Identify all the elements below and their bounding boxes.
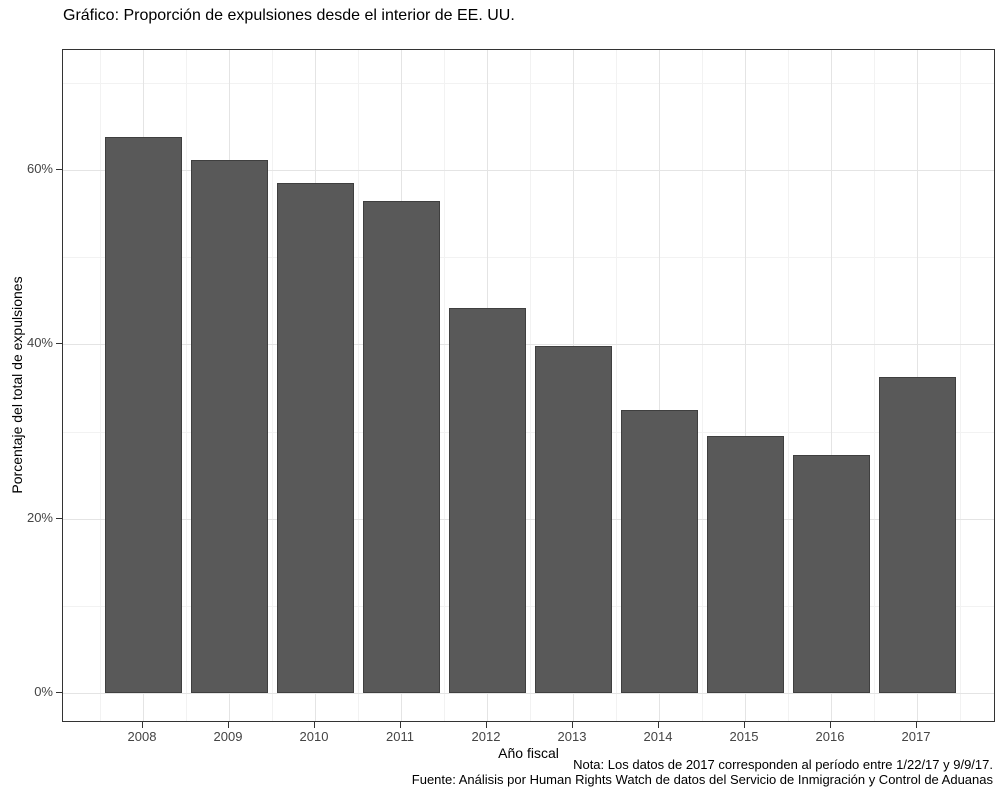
- x-tick-mark: [400, 722, 401, 728]
- major-gridline-h: [63, 518, 994, 520]
- x-axis-title: Año fiscal: [498, 745, 559, 761]
- minor-gridline-v: [788, 50, 789, 721]
- minor-gridline-v: [100, 50, 101, 721]
- bar-2017: [878, 376, 956, 693]
- x-tick-mark: [142, 722, 143, 728]
- bar-2015: [706, 435, 784, 693]
- x-tick-mark: [658, 722, 659, 728]
- x-tick-label: 2015: [729, 729, 759, 744]
- y-tick-mark: [56, 692, 62, 693]
- bar-2014: [620, 409, 698, 693]
- x-tick-label: 2008: [127, 729, 157, 744]
- x-tick-mark: [228, 722, 229, 728]
- bar-2013: [534, 346, 612, 693]
- y-axis-title: Porcentaje del total de expulsiones: [9, 276, 25, 494]
- x-tick-mark: [486, 722, 487, 728]
- x-tick-label: 2011: [386, 729, 414, 744]
- plot-panel: [62, 49, 995, 722]
- x-tick-label: 2016: [815, 729, 845, 744]
- y-tick-mark: [56, 343, 62, 345]
- y-tick-mark: [56, 169, 62, 170]
- bar-2012: [448, 307, 526, 693]
- x-tick-mark: [314, 722, 315, 728]
- x-tick-mark: [916, 722, 917, 728]
- major-gridline-h: [63, 170, 994, 171]
- y-tick-label: 60%: [26, 161, 53, 176]
- x-tick-mark: [744, 722, 745, 728]
- major-gridline-h: [63, 693, 994, 694]
- major-gridline-v: [745, 50, 746, 721]
- minor-gridline-v: [444, 50, 445, 721]
- x-tick-label: 2009: [213, 729, 243, 744]
- minor-gridline-h: [63, 257, 994, 259]
- minor-gridline-v: [702, 50, 703, 721]
- x-tick-label: 2017: [901, 729, 931, 744]
- x-tick-mark: [830, 722, 831, 728]
- minor-gridline-v: [960, 50, 961, 721]
- caption-source: Fuente: Análisis por Human Rights Watch …: [411, 772, 993, 787]
- y-tick-label: 0%: [34, 684, 53, 699]
- minor-gridline-v: [874, 50, 875, 721]
- major-gridline-v: [831, 50, 832, 721]
- minor-gridline-h: [63, 82, 994, 84]
- y-tick-mark: [56, 517, 62, 519]
- minor-gridline-v: [272, 50, 273, 721]
- caption-note: Nota: Los datos de 2017 corresponden al …: [573, 757, 993, 772]
- bar-2016: [792, 455, 870, 693]
- bar-2008: [104, 136, 182, 693]
- y-tick-label: 40%: [26, 335, 53, 351]
- bar-2010: [276, 183, 354, 693]
- minor-gridline-v: [616, 50, 617, 721]
- x-tick-mark: [572, 722, 573, 728]
- minor-gridline-v: [530, 50, 531, 721]
- x-tick-label: 2013: [557, 729, 587, 744]
- caption: Nota: Los datos de 2017 corresponden al …: [412, 757, 993, 787]
- minor-gridline-v: [186, 50, 187, 721]
- chart-title: Gráfico: Proporción de expulsiones desde…: [63, 7, 515, 24]
- bar-2011: [362, 200, 440, 693]
- x-tick-label: 2010: [299, 729, 329, 744]
- x-tick-label: 2014: [643, 729, 673, 744]
- y-tick-label: 20%: [26, 509, 53, 525]
- major-gridline-v: [659, 50, 660, 721]
- major-gridline-h: [63, 344, 994, 346]
- minor-gridline-h: [63, 431, 994, 433]
- minor-gridline-h: [63, 605, 994, 607]
- bar-2009: [190, 159, 268, 693]
- minor-gridline-v: [358, 50, 359, 721]
- x-tick-label: 2012: [471, 729, 501, 744]
